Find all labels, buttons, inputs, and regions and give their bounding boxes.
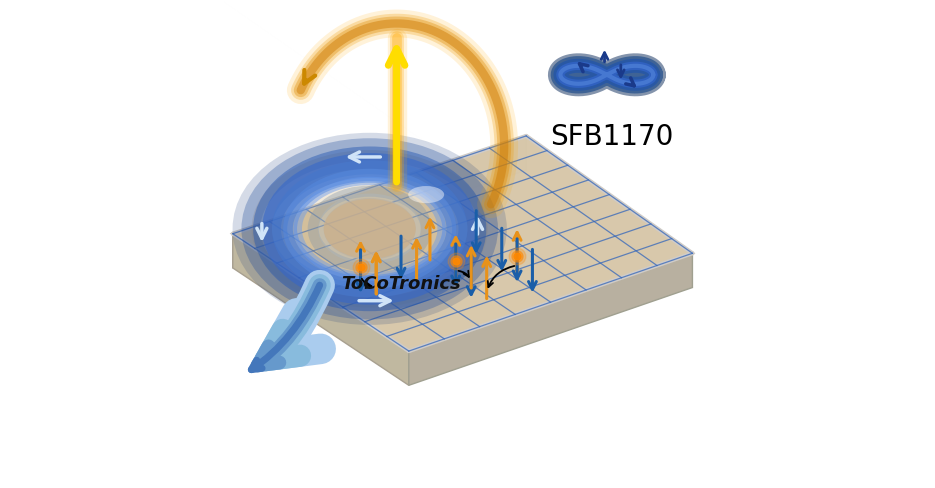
Ellipse shape xyxy=(324,199,416,260)
Ellipse shape xyxy=(252,151,488,308)
Polygon shape xyxy=(233,137,693,351)
Polygon shape xyxy=(233,137,526,268)
Text: SFB1170: SFB1170 xyxy=(550,122,673,151)
Ellipse shape xyxy=(409,186,444,204)
Polygon shape xyxy=(233,234,409,386)
Polygon shape xyxy=(409,254,693,386)
Text: ToCoTronics: ToCoTronics xyxy=(341,274,461,292)
Polygon shape xyxy=(233,137,693,351)
